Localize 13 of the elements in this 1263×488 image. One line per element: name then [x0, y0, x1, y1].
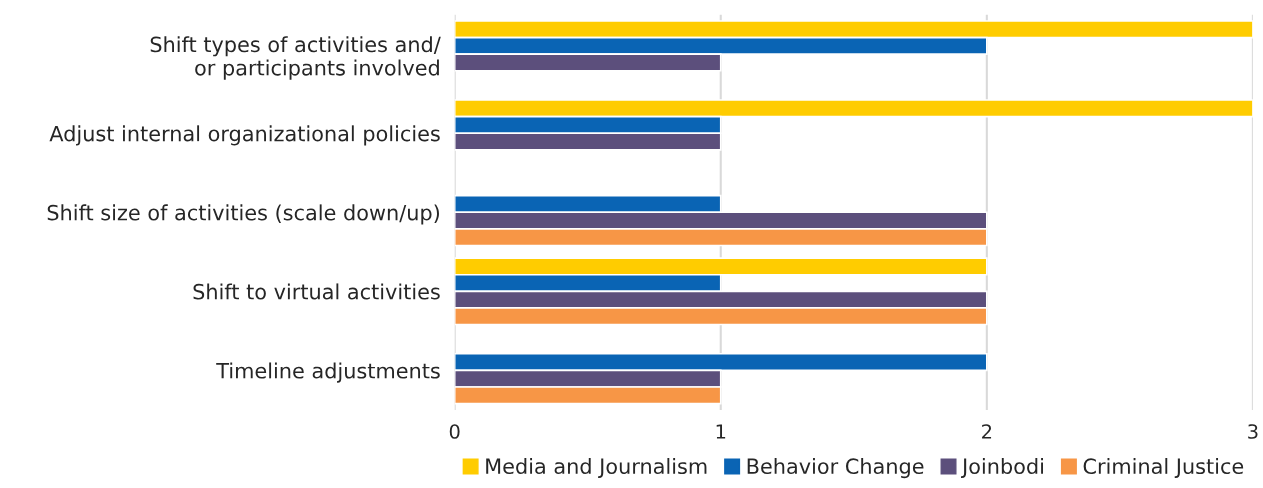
- x-tick-label: 0: [449, 424, 460, 439]
- legend-label: Criminal Justice: [1083, 457, 1244, 478]
- y-tick-label: Shift size of activities (scale down/up): [47, 204, 440, 225]
- x-tick-label: 1: [716, 424, 726, 439]
- legend-label: Joinbodi: [961, 457, 1043, 478]
- x-tick-label: 3: [1248, 424, 1258, 439]
- y-tick-label: Timeline adjustments: [216, 362, 440, 383]
- y-tick-label: Shift types of activities and/ or participants involved: [150, 36, 441, 80]
- y-tick-label: Shift to virtual activities: [193, 283, 440, 300]
- x-tick-label: 2: [982, 424, 992, 439]
- legend-label: Media and Journalism: [486, 457, 707, 478]
- y-tick-label: Adjust internal organizational policies: [49, 125, 440, 146]
- legend-label: Behavior Change: [747, 457, 924, 479]
